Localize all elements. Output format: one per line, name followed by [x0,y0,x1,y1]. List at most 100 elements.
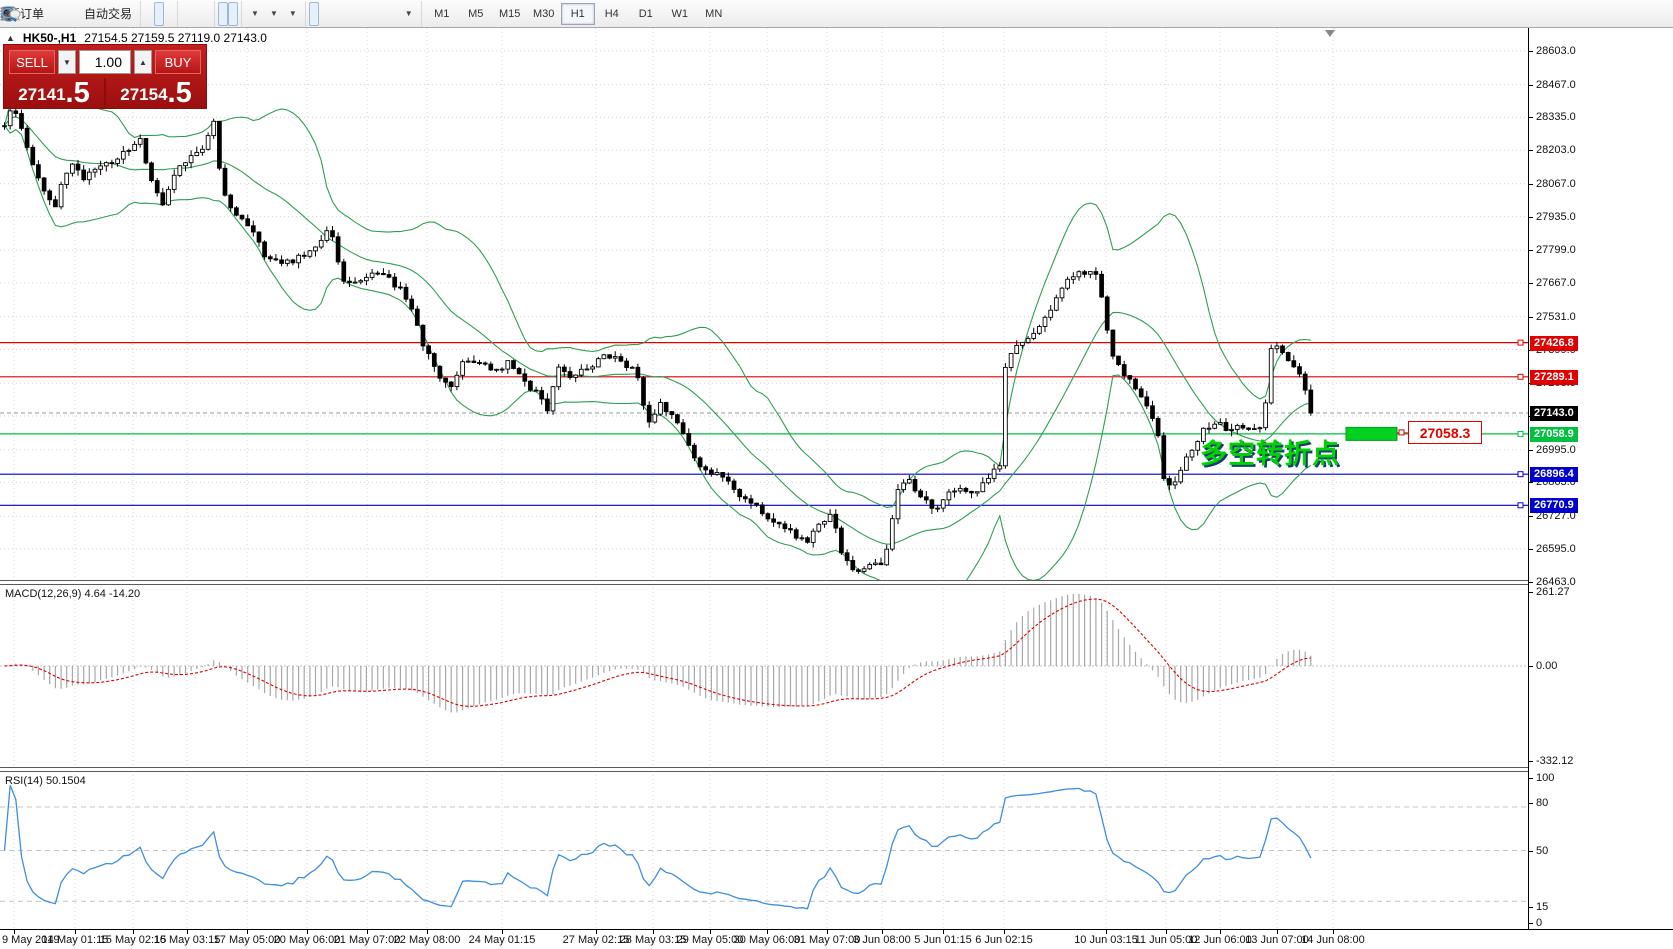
price-axis-label: 28603.0 [1536,45,1576,57]
signal-button[interactable] [1,2,79,26]
timeframe-button-m5[interactable]: M5 [468,7,484,20]
panel-separator[interactable] [0,767,1528,772]
zoom-in-button[interactable] [2,2,191,26]
time-axis-label: 10 Jun 03:15 [1074,934,1138,946]
time-axis-tick [247,930,248,934]
volume-input[interactable]: 1.00 [79,50,131,74]
timeframe-button-h4[interactable]: H4 [604,7,619,20]
pivot-price-label[interactable]: 27058.3 [1408,421,1482,444]
chart-shift-button[interactable] [2,1,239,26]
macd-axis-tick [1528,592,1533,593]
template-dropdown-arrow[interactable]: ▼ [288,9,297,18]
timeframe-button-d1[interactable]: D1 [638,7,653,20]
macd-panel[interactable] [0,584,1528,767]
timeframe-button-m30[interactable]: M30 [533,7,555,20]
text-label-button[interactable]: T [0,2,399,26]
hline-price-badge: 27289.1 [1530,370,1578,385]
timeframe-group: M1 M5 M15 M30 H1 H4 D1 W1 MN [420,0,734,27]
timeframe-button-mn[interactable]: MN [705,7,723,20]
sell-price[interactable]: 27141.5 [18,77,90,109]
buy-button[interactable]: BUY [155,50,201,74]
tile-windows-button[interactable] [2,2,211,26]
autoscroll-button[interactable] [2,1,229,26]
volume-increase-button[interactable]: ▲ [134,50,152,74]
arrows-button[interactable]: ▼ [2,2,418,26]
price-axis-label: 26995.0 [1536,444,1576,456]
period-dropdown-arrow[interactable]: ▼ [269,9,278,18]
macd-indicator-label: MACD(12,26,9) 4.64 -14.20 [5,588,141,600]
price-axis-label: 27667.0 [1536,277,1576,289]
price-axis-tick [1528,516,1533,517]
time-axis-label: 20 May 06:00 [273,934,341,946]
price-axis-label: 28067.0 [1536,178,1576,190]
time-axis-label: 29 May 05:00 [676,934,744,946]
time-axis-label: 30 May 06:00 [733,934,801,946]
template-button[interactable]: ▼ [1,2,302,26]
rsi-axis-label: 50 [1536,845,1549,857]
time-axis-label: 13 Jun 07:00 [1245,934,1309,946]
price-axis-label: 26727.0 [1536,510,1576,522]
price-axis-label: 26463.0 [1536,576,1576,588]
vertical-line-button[interactable] [7,2,339,26]
rsi-axis-label: 15 [1536,901,1549,913]
volume-decrease-button[interactable]: ▼ [58,50,76,74]
bar-chart-button[interactable] [2,2,154,26]
time-axis-label: 21 May 07:00 [333,934,401,946]
price-axis-label: 28467.0 [1536,79,1576,91]
time-axis-tick [133,930,134,934]
zoom-out-button[interactable] [2,2,201,26]
add-indicator-button[interactable]: ▼ [1,2,264,26]
price-chart[interactable] [0,28,1528,580]
add-indicator-dropdown-arrow[interactable]: ▼ [251,9,259,18]
time-axis-tick [1004,930,1005,934]
time-axis-label: 17 May 05:00 [213,934,281,946]
hline-price-badge: 27058.9 [1530,427,1578,442]
horizontal-line-button[interactable] [2,2,349,26]
time-axis-label: 5 Jun 01:15 [914,934,972,946]
autotrade-button[interactable]: 自动交易 [1,2,137,26]
sell-button[interactable]: SELL [9,50,55,74]
main-toolbar: 新订单 自动交易 [0,0,1673,28]
marketwatch-button[interactable] [2,2,59,26]
rsi-axis-label: 80 [1536,797,1549,809]
panel-collapse-icon[interactable]: ▲ [6,33,15,43]
time-axis-tick [1106,930,1107,934]
time-axis-label: 24 May 01:15 [468,934,536,946]
timeframe-button-h1[interactable]: H1 [560,2,595,25]
profile-button[interactable] [2,2,69,26]
equidistant-channel-button[interactable]: E [1,2,369,26]
line-chart-button[interactable] [2,2,174,26]
rsi-panel[interactable] [0,771,1528,929]
buy-price[interactable]: 27154.5 [120,77,192,109]
time-axis[interactable]: 9 May 2019 14 May 01:15 15 May 02:15 16 May… [0,929,1673,949]
time-axis-label: 12 Jun 06:00 [1188,934,1252,946]
crosshair-button[interactable] [2,2,329,26]
cursor-button[interactable] [4,1,319,26]
chat-icon[interactable] [0,5,22,23]
timeframe-button-w1[interactable]: W1 [671,7,688,20]
trendline-button[interactable] [2,2,359,26]
chart-text-annotation[interactable]: 多空转折点 [1200,439,1340,469]
price-axis-label: 27935.0 [1536,211,1576,223]
macd-axis-tick [1528,761,1533,762]
timeframe-button-m1[interactable]: M1 [434,7,450,20]
timeframe-button-m15[interactable]: M15 [499,7,521,20]
time-axis-tick [710,930,711,934]
svg-text:T: T [5,10,11,21]
symbol-timeframe: HK50-,H1 [22,31,77,45]
rsi-axis-tick [1528,803,1533,804]
fibonacci-button[interactable]: F [2,2,379,26]
text-button[interactable]: A [4,2,389,26]
panel-separator[interactable] [0,580,1528,585]
candlestick-chart-button[interactable] [2,1,165,26]
current-price-badge: 27143.0 [1530,406,1578,421]
price-axis-border [1528,28,1529,929]
rsi-axis-tick [1528,851,1533,852]
period-button[interactable]: ▼ [1,2,283,26]
macd-axis-label: 261.27 [1536,586,1570,598]
arrows-dropdown-arrow[interactable]: ▼ [404,9,413,18]
price-axis-tick [1528,283,1533,284]
macd-axis-tick [1528,666,1533,667]
rsi-axis-label: 0 [1536,917,1543,929]
chart-header: ▲ HK50-,H1 27154.5 27159.5 27119.0 27143… [6,31,267,45]
